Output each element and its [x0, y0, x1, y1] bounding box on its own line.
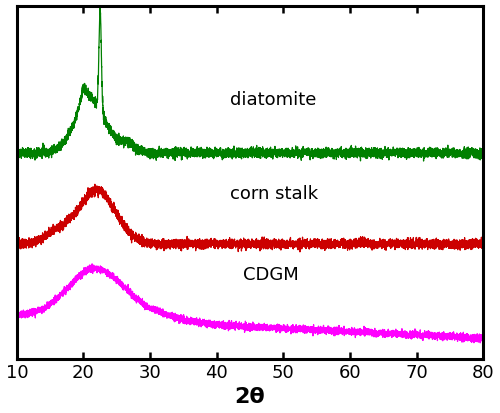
- X-axis label: 2θ: 2θ: [234, 387, 266, 408]
- Text: corn stalk: corn stalk: [230, 185, 318, 203]
- Text: CDGM: CDGM: [244, 266, 299, 284]
- Text: diatomite: diatomite: [230, 90, 316, 109]
